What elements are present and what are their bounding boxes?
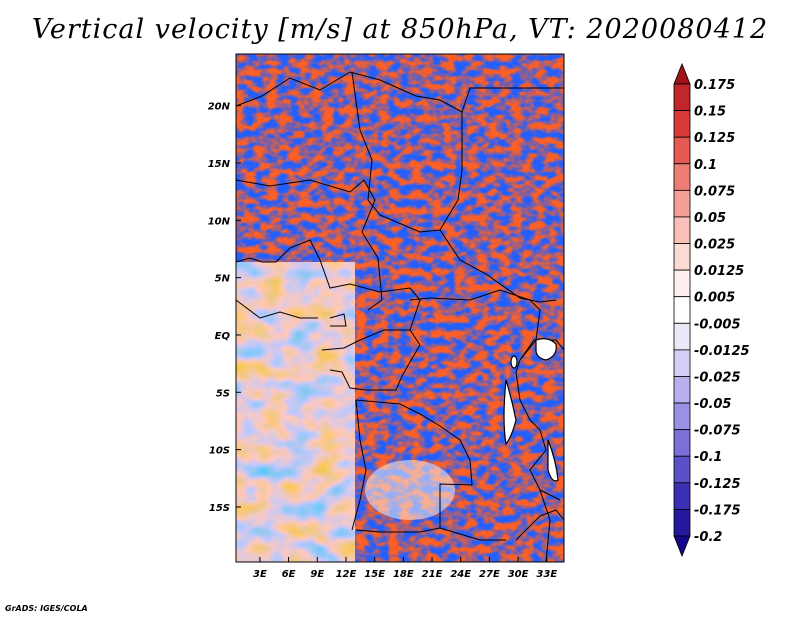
colorbar: 0.175 0.15 0.125 0.1 0.075 0.05 0.025 0.0125 0.0… [673,62,750,558]
lat-label: 10S [209,446,230,457]
colorbar-segment [673,322,691,351]
lat-label: 5N [215,274,231,285]
colorbar-label: -0.175 [694,503,741,518]
colorbar-segment [673,429,691,457]
lon-label: 24E [450,569,471,580]
ocean-region [236,262,355,562]
lon-label: 21E [422,569,443,580]
colorbar-label: 0.125 [694,131,735,146]
colorbar-max-arrow [673,62,691,85]
lat-label: 15N [208,159,231,170]
lon-label: 15E [364,569,385,580]
colorbar-segment [673,163,691,191]
colorbar-segment [673,136,691,165]
colorbar-label: -0.2 [694,530,722,545]
axis-ticks: 20N 15N 10N 5N EQ 5S 10S 15S 3E 6E 9E 12E 15E 18E 21E 2… [208,102,558,580]
colorbar-label: -0.075 [694,424,741,439]
lon-label: 6E [282,569,296,580]
colorbar-segment [673,509,691,537]
colorbar-label: -0.005 [694,317,741,332]
lon-label: 33E [536,569,557,580]
colorbar-segment [673,296,691,324]
colorbar-min-arrow [673,535,691,558]
lat-label: EQ [215,331,231,342]
colorbar-label: 0.175 [694,78,735,93]
colorbar-label: -0.1 [694,450,722,465]
lake-victoria [535,338,557,361]
lon-label: 30E [508,569,529,580]
colorbar-label: -0.125 [694,477,741,492]
lake-kivu [510,355,518,369]
colorbar-segment [673,349,691,377]
colorbar-segment [673,83,691,111]
colorbar-segment [673,189,691,218]
map-frame [235,53,565,563]
colorbar-segment [673,216,691,244]
lake-malawi [547,439,559,482]
lat-label: 15S [209,503,230,514]
colorbar-label: 0.05 [694,211,726,226]
lat-label: 10N [208,216,231,227]
colorbar-label: -0.025 [694,370,741,385]
lat-label: 20N [208,102,231,113]
colorbar-label: 0.025 [694,238,735,253]
colorbar-label: -0.0125 [694,344,750,359]
lon-label: 12E [336,569,357,580]
colorbar-segment [673,402,691,431]
lon-label: 18E [393,569,414,580]
colorbar-segment [673,376,691,404]
grads-credit: GrADS: IGES/COLA [5,604,88,613]
colorbar-label: 0.15 [694,105,726,120]
colorbar-label: 0.005 [694,291,735,306]
lake-tanganyika [503,379,517,446]
colorbar-label: 0.075 [694,184,735,199]
colorbar-segment [673,482,691,510]
colorbar-label: 0.1 [694,158,717,173]
colorbar-label: -0.05 [694,397,731,412]
smooth-region [365,460,455,520]
velocity-field [236,54,564,562]
chart-title: Vertical velocity [m/s] at 850hPa, VT: 2… [31,14,769,45]
colorbar-segment [673,269,691,298]
colorbar-segment [673,455,691,484]
country-borders [236,71,564,562]
lon-label: 27E [479,569,500,580]
lon-label: 9E [310,569,324,580]
lon-label: 3E [253,569,267,580]
colorbar-segment [673,110,691,138]
colorbar-segment [673,243,691,271]
colorbar-label: 0.0125 [694,264,744,279]
lat-label: 5S [216,388,230,399]
lakes [503,338,559,482]
